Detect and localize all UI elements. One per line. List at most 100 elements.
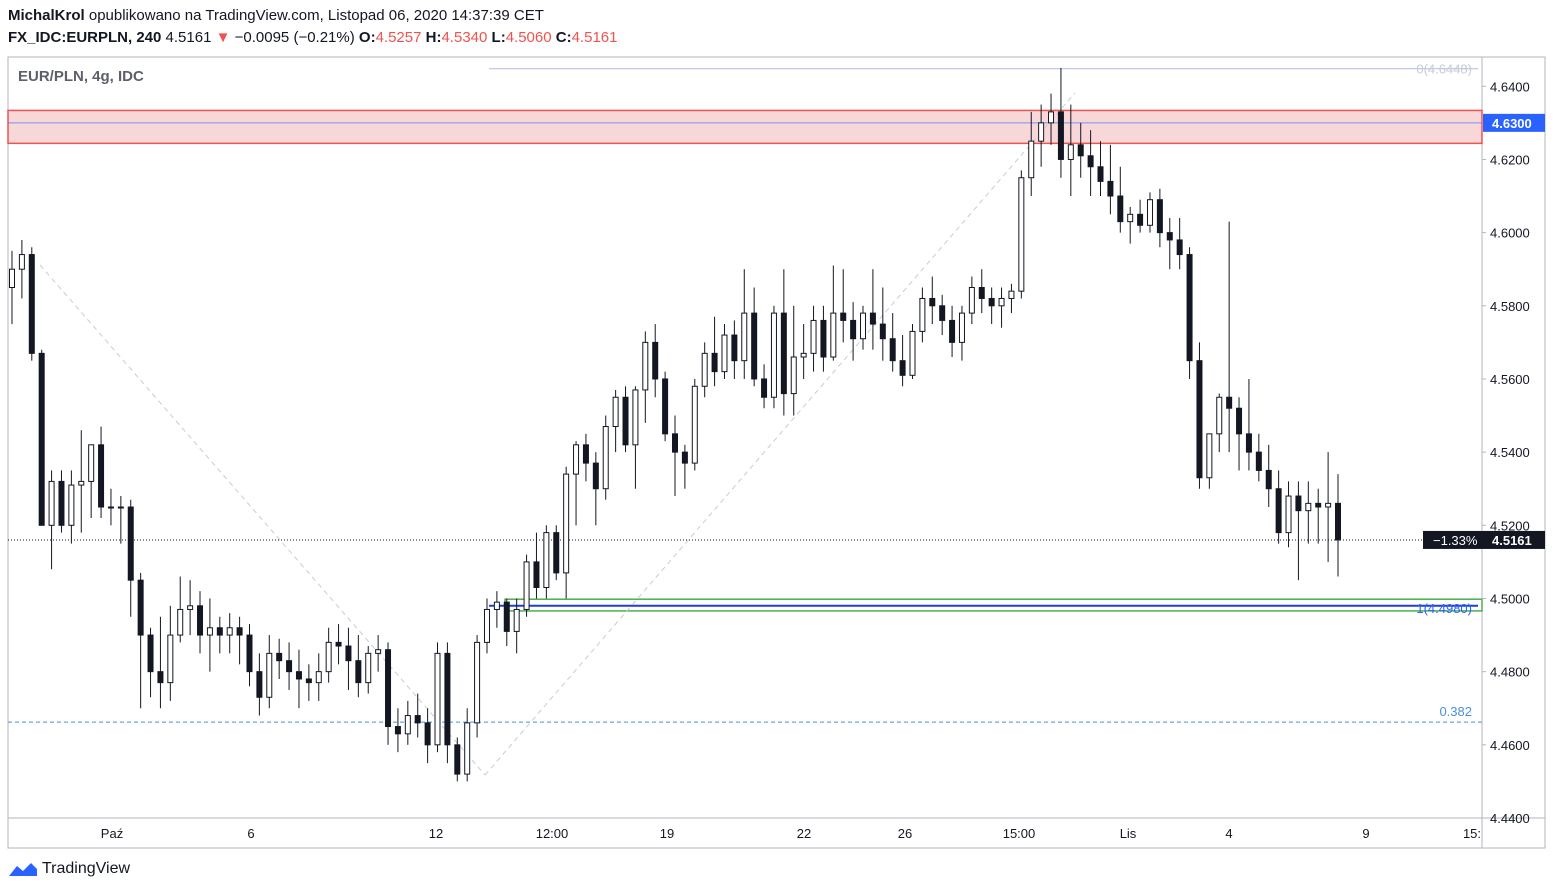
candle[interactable] — [1176, 217, 1183, 270]
candle[interactable] — [1097, 141, 1104, 197]
candle[interactable] — [731, 320, 738, 379]
candle[interactable] — [335, 624, 342, 665]
candle[interactable] — [602, 415, 609, 500]
tradingview-brand[interactable]: TradingView — [8, 860, 130, 878]
candle[interactable] — [909, 324, 916, 379]
candle[interactable] — [88, 444, 95, 518]
candle[interactable] — [58, 470, 65, 533]
candle[interactable] — [1196, 342, 1203, 489]
candle[interactable] — [770, 305, 777, 409]
candle[interactable] — [1335, 474, 1341, 577]
candle[interactable] — [988, 287, 995, 325]
candle[interactable] — [424, 708, 431, 764]
candle[interactable] — [1305, 481, 1312, 544]
candle[interactable] — [38, 349, 45, 526]
candle[interactable] — [1206, 433, 1213, 489]
candle[interactable] — [998, 287, 1005, 328]
candle[interactable] — [592, 452, 599, 526]
candle[interactable] — [206, 598, 213, 672]
candle[interactable] — [107, 488, 114, 526]
candle[interactable] — [167, 605, 174, 701]
candle[interactable] — [1295, 481, 1302, 581]
candle[interactable] — [1216, 393, 1223, 453]
candle[interactable] — [137, 572, 144, 709]
candle[interactable] — [810, 305, 817, 372]
candle[interactable] — [622, 386, 629, 453]
candle[interactable] — [266, 635, 273, 709]
candle[interactable] — [127, 499, 134, 617]
candle[interactable] — [1127, 207, 1134, 244]
candle[interactable] — [662, 371, 669, 442]
candle[interactable] — [1315, 488, 1322, 544]
candle[interactable] — [187, 580, 194, 636]
candle[interactable] — [474, 635, 481, 738]
candle[interactable] — [216, 616, 223, 654]
candle[interactable] — [493, 591, 500, 628]
candle[interactable] — [68, 470, 75, 544]
candle[interactable] — [563, 466, 570, 599]
candle[interactable] — [1087, 130, 1094, 197]
candle[interactable] — [1048, 93, 1055, 145]
candle[interactable] — [573, 441, 580, 526]
candle[interactable] — [543, 525, 550, 599]
candle[interactable] — [197, 591, 204, 654]
candle[interactable] — [1038, 104, 1045, 167]
candle[interactable] — [394, 708, 401, 753]
candle[interactable] — [246, 624, 253, 687]
candle[interactable] — [691, 378, 698, 471]
candle[interactable] — [444, 642, 451, 764]
candle[interactable] — [899, 335, 906, 387]
candle[interactable] — [1325, 452, 1332, 562]
candle[interactable] — [1146, 192, 1153, 233]
candle[interactable] — [1067, 104, 1074, 197]
candle[interactable] — [345, 627, 352, 690]
candle[interactable] — [464, 708, 471, 782]
candle[interactable] — [721, 324, 728, 379]
candle[interactable] — [1077, 122, 1084, 178]
candle[interactable] — [226, 613, 233, 654]
trend-line-down[interactable] — [39, 264, 486, 776]
candle[interactable] — [157, 616, 164, 709]
candle[interactable] — [830, 265, 837, 361]
candle[interactable] — [1156, 188, 1163, 248]
trend-line-up[interactable] — [484, 92, 1076, 776]
candle[interactable] — [286, 642, 293, 690]
candle[interactable] — [929, 276, 936, 325]
candle[interactable] — [939, 294, 946, 336]
candle[interactable] — [276, 638, 283, 679]
candle[interactable] — [375, 635, 382, 672]
candle[interactable] — [325, 627, 332, 683]
candle[interactable] — [28, 247, 35, 361]
candle[interactable] — [780, 269, 787, 416]
candle[interactable] — [860, 305, 867, 350]
candle[interactable] — [1018, 170, 1025, 299]
candle[interactable] — [523, 554, 530, 617]
candle[interactable] — [1107, 144, 1114, 215]
symbol-name[interactable]: FX_IDC:EURPLN, 240 — [8, 29, 162, 46]
candle[interactable] — [701, 342, 708, 398]
candle[interactable] — [9, 250, 15, 325]
candle[interactable] — [483, 598, 490, 654]
candle[interactable] — [1255, 433, 1262, 482]
candle[interactable] — [820, 305, 827, 372]
candle[interactable] — [741, 269, 748, 379]
candle[interactable] — [612, 389, 619, 453]
candle[interactable] — [751, 287, 758, 387]
candle[interactable] — [48, 470, 55, 570]
candle[interactable] — [1186, 247, 1193, 379]
candle[interactable] — [840, 269, 847, 343]
candle[interactable] — [978, 269, 985, 314]
candle[interactable] — [1236, 397, 1243, 471]
candle[interactable] — [1265, 444, 1272, 508]
candle[interactable] — [305, 664, 312, 701]
candle[interactable] — [850, 302, 857, 361]
author-name[interactable]: MichalKrol — [8, 7, 85, 24]
candle[interactable] — [177, 576, 184, 643]
candle[interactable] — [1117, 166, 1124, 233]
candle[interactable] — [879, 287, 886, 361]
candle[interactable] — [800, 324, 807, 379]
candle[interactable] — [672, 415, 678, 497]
candle[interactable] — [256, 653, 263, 716]
candle[interactable] — [1275, 470, 1282, 544]
